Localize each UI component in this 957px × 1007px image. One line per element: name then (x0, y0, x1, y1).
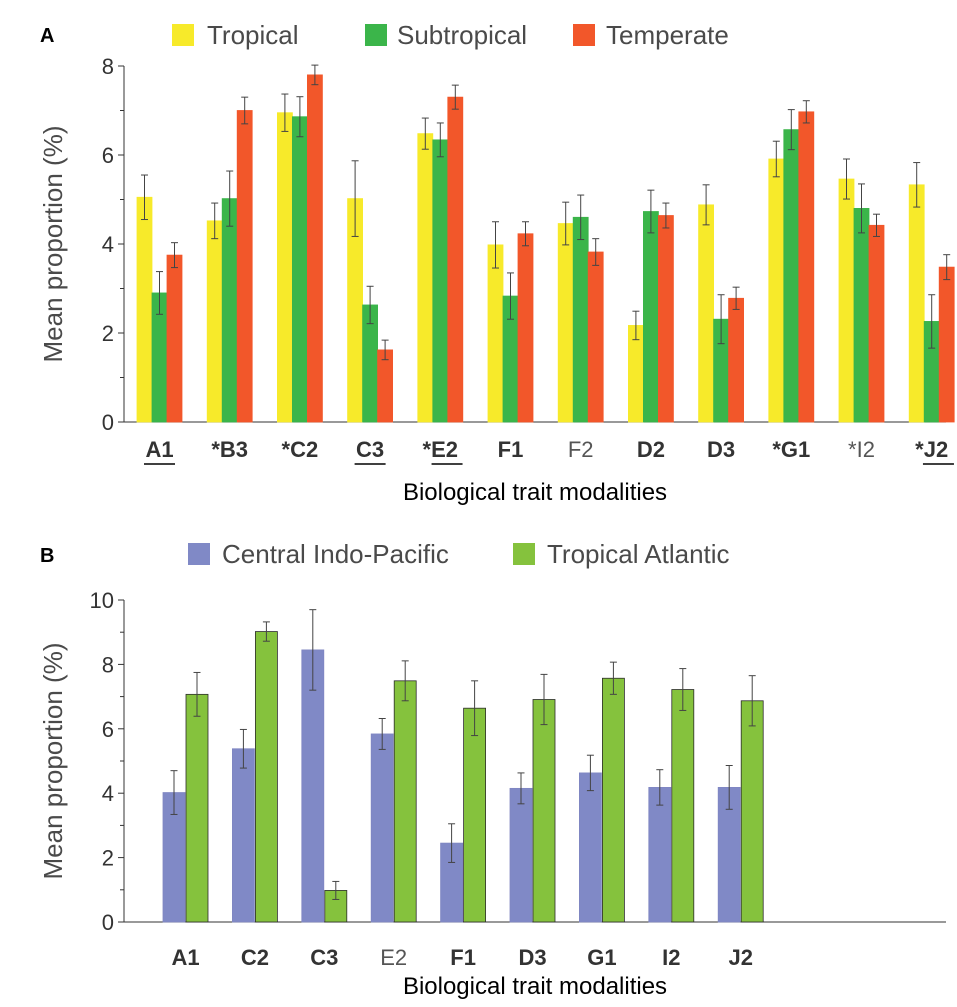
x-tick-label: *I2 (848, 437, 875, 462)
bar-tropical (417, 133, 434, 423)
bar-temperate (166, 254, 183, 423)
x-tick-label: E2 (380, 945, 407, 970)
y-tick-label: 2 (102, 321, 114, 346)
bar-tropical (698, 204, 714, 423)
legend-swatch (188, 543, 210, 565)
legend-swatch (513, 543, 535, 565)
bar-tropical (487, 244, 504, 423)
bar-tropical-atlantic (254, 631, 278, 923)
bar-subtropical (643, 211, 659, 423)
bar-tropical (768, 158, 785, 423)
bar-subtropical (291, 116, 308, 423)
bar-temperate (798, 111, 815, 423)
x-tick-label: F1 (450, 945, 476, 970)
legend-label: Temperate (606, 20, 729, 50)
x-tick-label: *J2 (915, 437, 948, 462)
x-tick-label: *G1 (772, 437, 810, 462)
y-tick-label: 4 (102, 781, 114, 806)
legend-label: Central Indo-Pacific (222, 539, 449, 569)
bar-tropical-atlantic (602, 677, 625, 923)
bar-subtropical (783, 129, 800, 423)
x-tick-label: A1 (145, 437, 173, 462)
bar-tropical-atlantic (671, 689, 695, 923)
legend-label: Subtropical (397, 20, 527, 50)
x-tick-label: I2 (662, 945, 680, 970)
bar-tropical-atlantic (185, 693, 209, 923)
bar-temperate (447, 96, 464, 423)
chart-panel-A: A Tropical Subtropical Temperate 0 2 4 6 8 Mean p… (38, 20, 955, 506)
bar-subtropical (572, 216, 589, 423)
bar-central-indo-pacific (231, 748, 255, 923)
bar-temperate (938, 266, 955, 423)
bar-temperate (377, 349, 394, 423)
bar-temperate (306, 74, 323, 423)
y-tick-label: 8 (102, 54, 114, 79)
bar-tropical (908, 184, 925, 423)
x-tick-label: C3 (310, 945, 338, 970)
legend-swatch (365, 24, 387, 46)
x-tick-label: F2 (568, 437, 594, 462)
bar-central-indo-pacific (301, 649, 325, 923)
bar-temperate (728, 297, 744, 423)
x-tick-label: *C2 (282, 437, 319, 462)
bar-subtropical (221, 198, 238, 423)
bar-central-indo-pacific (509, 787, 533, 923)
x-tick-label: G1 (587, 945, 616, 970)
x-tick-label: J2 (728, 945, 752, 970)
bar-tropical-atlantic (532, 699, 556, 923)
y-tick-label: 2 (102, 846, 114, 871)
y-tick-label: 4 (102, 232, 114, 257)
y-tick-label: 6 (102, 143, 114, 168)
bar-temperate (517, 233, 534, 423)
chart-panel-B: B Central Indo-Pacific Tropical Atlantic 0 2… (38, 539, 946, 1000)
x-tick-label: D3 (518, 945, 546, 970)
panel-label: A (40, 25, 54, 47)
bar-tropical (838, 178, 855, 423)
bar-tropical (136, 196, 153, 423)
bar-temperate (868, 224, 885, 423)
y-tick-label: 0 (102, 410, 114, 435)
x-axis-label: Biological trait modalities (403, 479, 667, 506)
bar-central-indo-pacific (648, 787, 672, 923)
x-tick-label: A1 (171, 945, 199, 970)
bar-subtropical (853, 207, 870, 423)
legend-label: Tropical (207, 20, 299, 50)
bar-tropical-atlantic (740, 700, 764, 923)
bar-temperate (236, 110, 253, 423)
x-tick-label: C3 (356, 437, 384, 462)
x-tick-label: *B3 (211, 437, 248, 462)
bar-central-indo-pacific (370, 733, 394, 923)
bar-tropical-atlantic (393, 680, 417, 923)
y-tick-label: 6 (102, 717, 114, 742)
x-tick-label: D3 (707, 437, 735, 462)
x-tick-label: D2 (637, 437, 665, 462)
y-tick-label: 0 (102, 910, 114, 935)
bar-subtropical (432, 139, 449, 423)
legend-label: Tropical Atlantic (547, 539, 730, 569)
y-axis-label: Mean proportion (%) (38, 126, 68, 363)
bar-tropical (206, 220, 223, 423)
legend-swatch (573, 24, 595, 46)
y-axis-label: Mean proportion (%) (38, 643, 68, 880)
bar-temperate (587, 251, 604, 423)
bar-tropical (557, 223, 574, 423)
x-tick-label: F1 (498, 437, 524, 462)
legend-swatch (172, 24, 194, 46)
panel-label: B (40, 545, 54, 567)
y-tick-label: 10 (90, 588, 114, 613)
x-axis-label: Biological trait modalities (403, 973, 667, 1000)
bar-temperate (658, 215, 674, 423)
bar-central-indo-pacific (579, 772, 602, 923)
bar-tropical-atlantic (463, 707, 487, 923)
y-tick-label: 8 (102, 652, 114, 677)
x-tick-label: *E2 (423, 437, 458, 462)
bar-tropical (276, 112, 293, 423)
x-tick-label: C2 (241, 945, 269, 970)
